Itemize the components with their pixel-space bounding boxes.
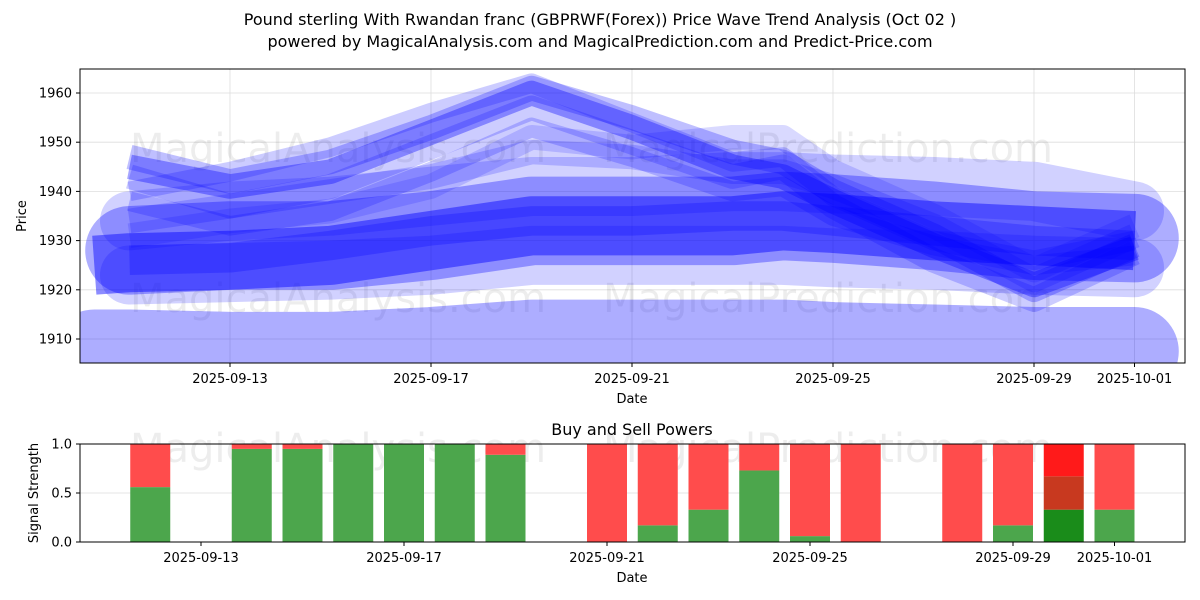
wave-wave-4: [127, 139, 1140, 293]
wave-bands: [80, 73, 1179, 363]
buy-bar: [637, 525, 678, 542]
x-tick-label: 2025-09-13: [192, 372, 268, 387]
buy-bar: [1094, 509, 1135, 542]
buy-sell-title: Buy and Sell Powers: [551, 420, 713, 439]
wave-wave-trend-main: [92, 191, 1136, 295]
y-tick-label: 1940: [39, 185, 72, 200]
buy-sell-chart: Buy and Sell PowersMagicalAnalysis.comMa…: [27, 420, 1186, 586]
sell-bar: [790, 444, 830, 537]
watermark-text: MagicalPrediction.com: [603, 126, 1053, 172]
buy-bar: [434, 444, 475, 542]
wave-wave-base-low: [80, 299, 1179, 363]
wave-wave-base-mid: [85, 171, 1179, 295]
x-axis-label: Date: [616, 571, 647, 586]
price-wave-chart: MagicalAnalysis.com MagicalPrediction.com…: [15, 68, 1186, 407]
buy-bar: [485, 454, 526, 542]
x-tick-label: 2025-09-17: [366, 551, 442, 566]
sell-bar: [485, 444, 526, 455]
sell-bar: [942, 444, 983, 542]
wave-wave-6: [127, 73, 1137, 271]
chart-subtitle: powered by MagicalAnalysis.com and Magic…: [267, 32, 933, 51]
wave-wave-base-mid-lower: [99, 225, 1165, 305]
sell-bar: [1043, 444, 1084, 477]
watermark-text: MagicalAnalysis.com: [130, 276, 546, 322]
y-tick-label: 1.0: [51, 438, 72, 453]
buy-bar: [333, 444, 374, 542]
x-tick-label: 2025-09-13: [163, 551, 239, 566]
x-axis-label: Date: [616, 392, 647, 407]
sell-bar: [282, 444, 323, 449]
y-axis-label: Signal Strength: [27, 443, 42, 543]
sell-bar: [840, 444, 881, 542]
wave-wave-5: [127, 125, 1140, 283]
wave-wave-3: [126, 95, 1140, 312]
x-tick-label: 2025-10-01: [1097, 372, 1173, 387]
sell-bar: [993, 444, 1033, 526]
buy-bar: [384, 444, 424, 542]
x-tick-label: 2025-09-25: [772, 551, 848, 566]
buy-bar: [688, 509, 729, 542]
wave-wave-trend-low: [129, 201, 1136, 276]
sell-bar: [231, 444, 272, 449]
sell-bar: [688, 444, 729, 510]
x-tick-label: 2025-09-21: [569, 551, 645, 566]
y-tick-label: 0.5: [51, 487, 72, 502]
sell-bar: [587, 444, 627, 542]
watermark-text: MagicalAnalysis.com: [130, 126, 546, 172]
wave-wave-1: [127, 80, 1139, 298]
x-tick-label: 2025-09-17: [393, 372, 469, 387]
mixed-bar: [1043, 476, 1084, 510]
y-axis-label: Price: [15, 200, 30, 232]
wave-wave-7: [127, 117, 1136, 276]
x-tick-label: 2025-10-01: [1077, 551, 1153, 566]
x-tick-label: 2025-09-29: [996, 372, 1072, 387]
y-tick-label: 1920: [39, 283, 72, 298]
wave-wave-2: [126, 75, 1140, 303]
sell-bar: [637, 444, 678, 526]
sell-bar: [130, 444, 171, 488]
x-tick-label: 2025-09-29: [975, 551, 1051, 566]
buy-bar: [790, 536, 830, 542]
y-tick-label: 1960: [39, 87, 72, 102]
buy-bar: [1043, 509, 1084, 542]
buy-bar: [739, 470, 780, 542]
chart-title: Pound sterling With Rwandan franc (GBPRW…: [243, 10, 957, 29]
y-tick-label: 1950: [39, 136, 72, 151]
sell-bar: [739, 444, 780, 471]
buy-bar: [993, 525, 1033, 542]
sell-bar: [1094, 444, 1135, 510]
buy-bar: [231, 448, 272, 542]
buy-bar: [282, 448, 323, 542]
wave-wave-base-mid-upper: [99, 152, 1165, 251]
watermark-text: MagicalPrediction.com: [603, 276, 1053, 322]
y-tick-label: 1910: [39, 333, 72, 348]
x-tick-label: 2025-09-25: [795, 372, 871, 387]
y-tick-label: 1930: [39, 234, 72, 249]
x-tick-label: 2025-09-21: [594, 372, 670, 387]
y-tick-label: 0.0: [51, 536, 72, 551]
buy-bar: [130, 487, 171, 542]
